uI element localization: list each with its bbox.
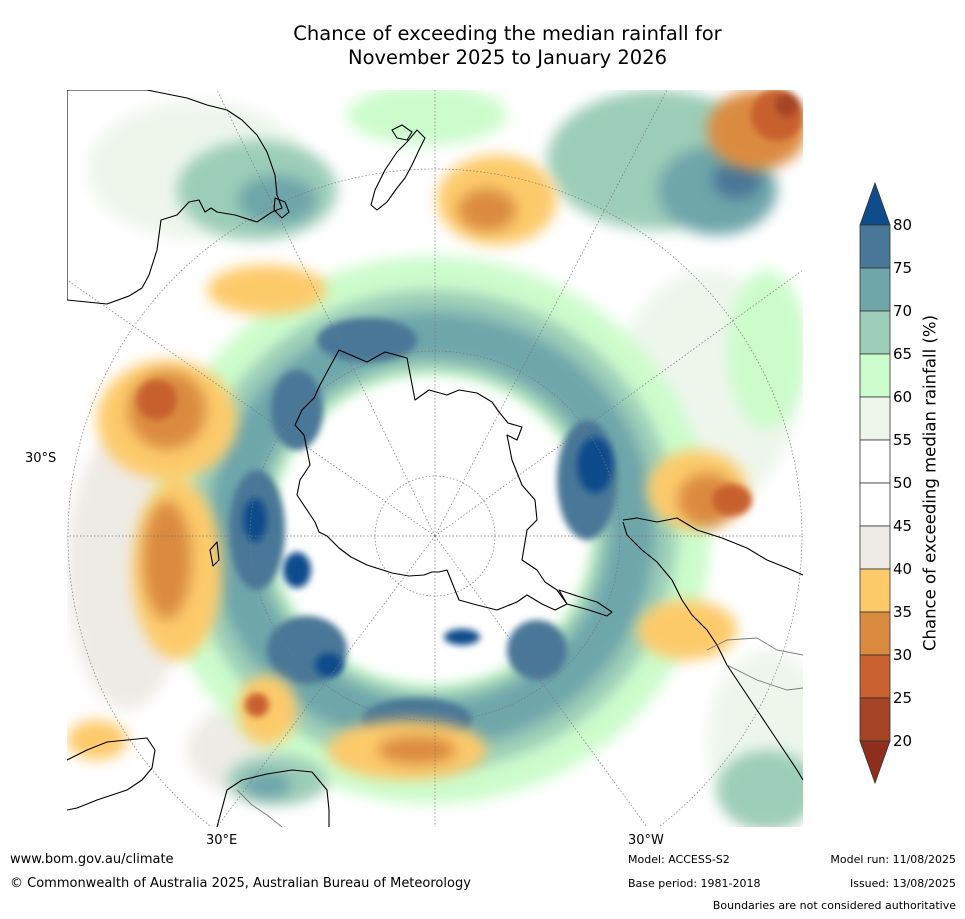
colorbar-band-40-45 — [859, 525, 891, 570]
title-line-1: Chance of exceeding the median rainfall … — [293, 22, 722, 45]
colorbar-band-30-35 — [859, 611, 891, 656]
colorbar-band-50-55 — [859, 439, 891, 484]
colorbar-band-65-70 — [859, 310, 891, 355]
coastlines — [67, 90, 803, 827]
longitude-label-west: 30°W — [628, 833, 664, 848]
colorbar-tick-45: 45 — [893, 517, 913, 535]
map-canvas — [67, 90, 803, 827]
dry-areas — [67, 90, 803, 780]
south-america-coastline — [622, 517, 803, 576]
new-zealand-coastline — [370, 129, 426, 211]
colorbar-band-55-60 — [859, 396, 891, 441]
colorbar-tick-60: 60 — [893, 388, 913, 406]
colorbar-tick-35: 35 — [893, 603, 913, 621]
colorbar-tick-65: 65 — [893, 345, 913, 363]
antarctica-coastline — [294, 349, 568, 611]
colorbar-tick-30: 30 — [893, 646, 913, 664]
colorbar-band-25-30 — [859, 654, 891, 699]
rainfall-map — [67, 90, 803, 827]
australia-coastline — [67, 90, 283, 305]
colorbar-band-20-25 — [859, 697, 891, 742]
issued-date: Issued: 13/08/2025 — [849, 877, 956, 890]
colorbar-title: Chance of exceeding median rainfall (%) — [920, 314, 940, 652]
southern-africa-coastline — [67, 737, 156, 811]
title-line-2: November 2025 to January 2026 — [348, 46, 667, 69]
longitude-label-east: 30°E — [206, 833, 238, 848]
colorbar-arrow-high — [859, 181, 891, 226]
colorbar-band-75-80 — [859, 224, 891, 269]
colorbar-tick-40: 40 — [893, 560, 913, 578]
colorbar-band-60-65 — [859, 353, 891, 398]
colorbar-tick-20: 20 — [893, 732, 913, 750]
latitude-label: 30°S — [25, 451, 57, 466]
very-dry-areas — [137, 90, 803, 717]
colorbar-band-45-50 — [859, 482, 891, 527]
colorbar-tick-70: 70 — [893, 302, 913, 320]
colorbar-band-35-40 — [859, 568, 891, 613]
copyright-notice: © Commonwealth of Australia 2025, Austra… — [10, 876, 471, 891]
graticule — [67, 90, 803, 827]
colorbar-tick-50: 50 — [893, 474, 913, 492]
colorbar-tick-25: 25 — [893, 689, 913, 707]
colorbar — [859, 181, 891, 785]
model-name: Model: ACCESS-S2 — [628, 853, 730, 866]
colorbar-arrow-low — [859, 740, 891, 785]
website-url: www.bom.gov.au/climate — [10, 852, 174, 867]
colorbar-tick-80: 80 — [893, 216, 913, 234]
colorbar-tick-75: 75 — [893, 259, 913, 277]
base-period: Base period: 1981-2018 — [628, 877, 761, 890]
boundary-disclaimer: Boundaries are not considered authoritat… — [712, 899, 956, 912]
colorbar-tick-55: 55 — [893, 431, 913, 449]
colorbar-band-70-75 — [859, 267, 891, 312]
map-title: Chance of exceeding the median rainfall … — [200, 22, 815, 70]
country-borders — [236, 637, 803, 827]
model-run-date: Model run: 11/08/2025 — [830, 853, 956, 866]
